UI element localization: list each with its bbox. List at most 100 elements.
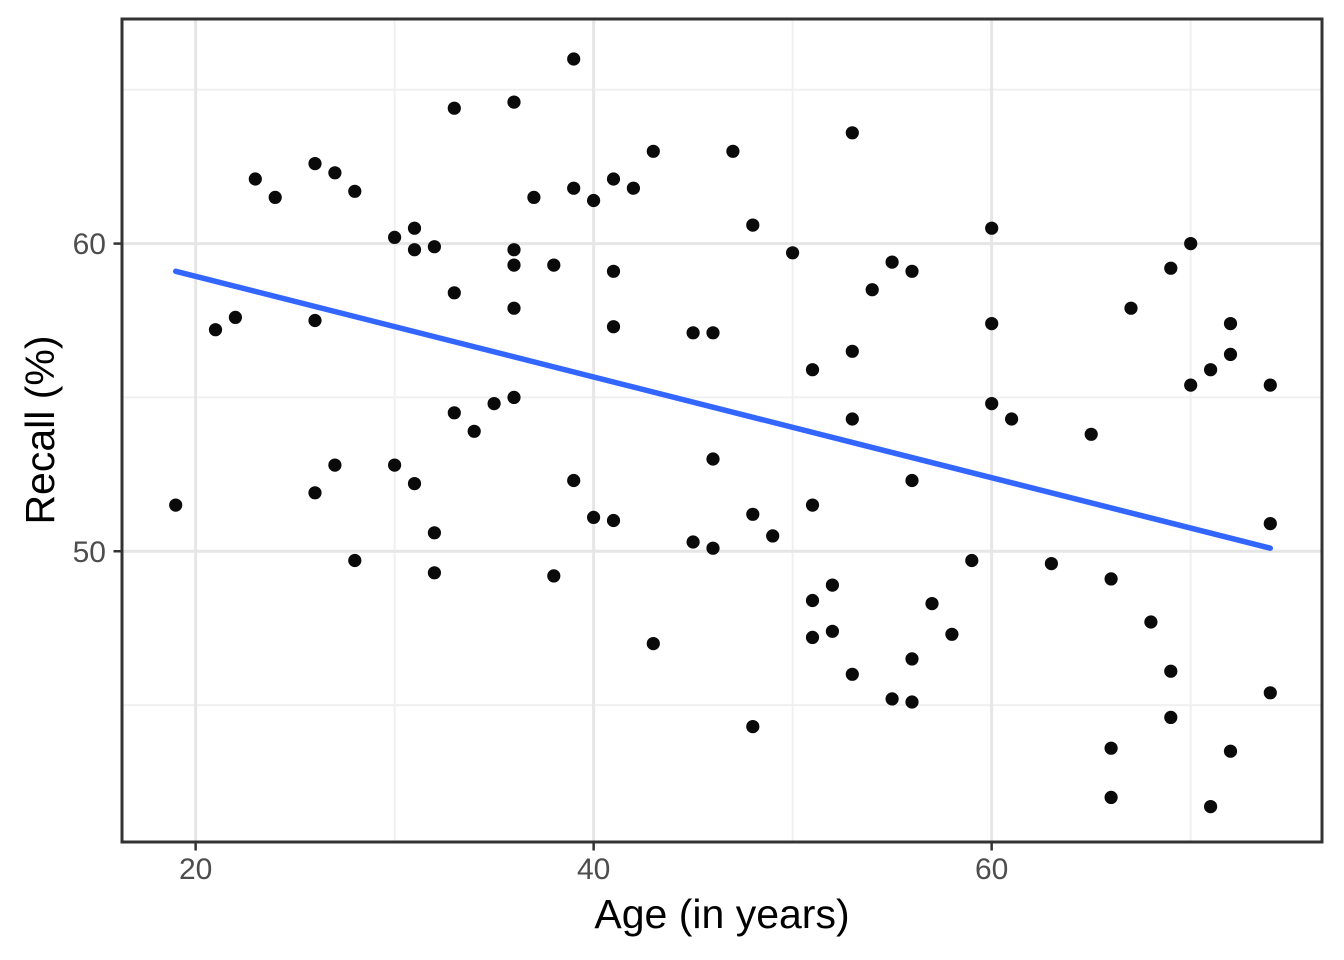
y-tick-label: 60 [73, 228, 106, 261]
data-point [507, 390, 521, 404]
data-point [905, 473, 919, 488]
data-point [686, 535, 700, 549]
y-axis-title: Recall (%) [17, 335, 63, 524]
data-point [1084, 427, 1098, 441]
data-point [427, 240, 441, 254]
data-point [885, 692, 899, 706]
data-point [845, 667, 859, 681]
data-point [1263, 517, 1277, 531]
data-point [626, 181, 641, 195]
data-point [507, 301, 521, 315]
x-axis-title: Age (in years) [594, 891, 849, 937]
data-point [1144, 615, 1158, 629]
data-point [427, 526, 441, 540]
data-point [965, 553, 979, 568]
data-point [328, 166, 342, 180]
data-point [1204, 363, 1218, 377]
data-point [348, 184, 362, 198]
data-point [1184, 378, 1198, 392]
major-gridlines [122, 19, 1322, 842]
data-point [805, 363, 820, 377]
data-point [686, 326, 700, 340]
data-point [905, 695, 919, 709]
data-point [507, 258, 521, 272]
data-point [1005, 412, 1019, 426]
data-point [606, 320, 621, 334]
data-point [567, 52, 581, 66]
data-point [587, 510, 601, 524]
data-point [1104, 790, 1118, 805]
data-point [587, 193, 601, 208]
data-point [766, 529, 780, 543]
x-tick-label: 20 [179, 853, 212, 886]
data-point [985, 397, 999, 411]
data-point [169, 498, 183, 512]
data-point [606, 513, 621, 528]
data-point [248, 172, 262, 186]
data-point [228, 310, 242, 324]
data-point [746, 218, 760, 232]
data-point [507, 243, 521, 257]
data-point [905, 264, 919, 278]
data-point [1204, 800, 1218, 814]
data-point [845, 344, 859, 358]
data-point [1164, 710, 1178, 725]
data-point [925, 597, 939, 611]
data-point [268, 190, 282, 204]
data-point [1263, 686, 1277, 700]
data-point [567, 181, 581, 195]
data-point [706, 326, 720, 340]
data-point [865, 283, 879, 297]
panel-border [120, 17, 1324, 844]
data-point [606, 172, 621, 186]
trend-line-group [172, 268, 1274, 551]
data-point [1124, 301, 1138, 315]
data-point [567, 473, 581, 488]
data-point [646, 144, 660, 158]
x-axis-tick-marks [194, 842, 993, 851]
x-axis-tick-labels: 20 40 60 [179, 853, 1008, 886]
data-point [407, 477, 422, 491]
data-point [208, 323, 223, 337]
data-point [328, 458, 342, 472]
data-point [985, 317, 999, 331]
data-point [1263, 378, 1277, 392]
data-point [447, 286, 461, 300]
data-point [786, 246, 800, 260]
data-point [805, 498, 820, 512]
data-point [308, 313, 322, 328]
data-point [845, 412, 859, 426]
data-point [388, 458, 402, 472]
scatter-points [169, 52, 1277, 814]
data-point [606, 264, 621, 278]
data-point [706, 452, 720, 466]
data-point [527, 190, 541, 204]
y-axis-tick-marks [113, 242, 122, 553]
data-point [1104, 572, 1118, 586]
data-point [706, 541, 720, 555]
data-point [427, 566, 441, 580]
data-point [407, 221, 422, 235]
data-point [746, 507, 760, 521]
data-point [308, 486, 322, 500]
data-point [1223, 347, 1238, 361]
data-point [308, 157, 322, 171]
data-point [487, 397, 501, 411]
data-point [407, 243, 422, 257]
x-tick-label: 40 [577, 853, 610, 886]
data-point [547, 569, 561, 583]
data-point [825, 624, 840, 638]
y-axis-tick-labels: 50 60 [73, 228, 106, 569]
data-point [985, 221, 999, 235]
data-point [1104, 741, 1118, 755]
data-point [467, 424, 481, 438]
data-point [447, 101, 461, 115]
data-point [1223, 744, 1238, 758]
data-point [805, 630, 820, 645]
data-point [1164, 664, 1178, 678]
data-point [348, 553, 362, 568]
data-point [388, 230, 402, 244]
data-point [905, 652, 919, 666]
data-point [746, 720, 760, 734]
